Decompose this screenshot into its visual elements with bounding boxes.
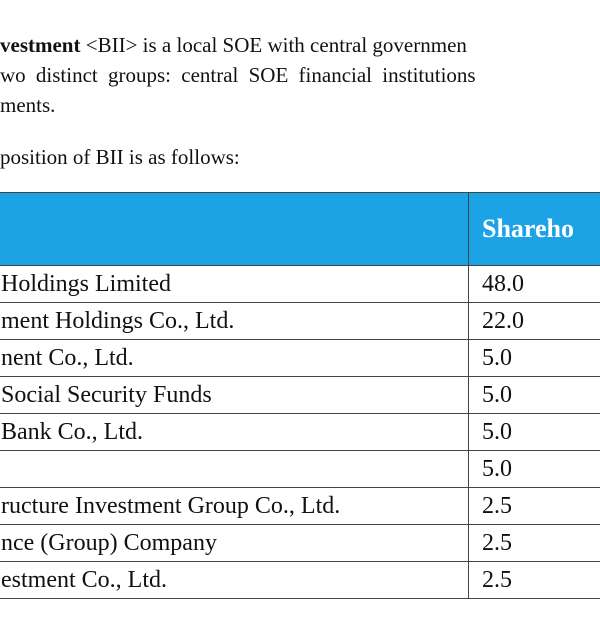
share-cell: 48.0 [468, 265, 600, 303]
table-row: Bank Co., Ltd. 5.0 [0, 413, 600, 451]
share-cell: 22.0 [468, 302, 600, 340]
name-cell [0, 450, 469, 488]
intro-bold: vestment [0, 33, 81, 57]
table-row: nce (Group) Company 2.5 [0, 524, 600, 562]
table-row: 5.0 [0, 450, 600, 488]
lead-text: position of BII is as follows: [0, 145, 240, 169]
shareholder-table: Shareho Holdings Limited 48.0 ment Holding… [0, 192, 600, 599]
table-row: nent Co., Ltd. 5.0 [0, 339, 600, 377]
share-cell: 5.0 [468, 339, 600, 377]
intro-line: vestment <BII> is a local SOE with centr… [0, 33, 467, 57]
intro-text: <BII> is a local SOE with central govern… [85, 33, 467, 57]
table-header: Shareho [0, 192, 600, 266]
share-cell: 2.5 [468, 487, 600, 525]
share-cell: 5.0 [468, 376, 600, 414]
name-cell: ructure Investment Group Co., Ltd. [0, 487, 469, 525]
share-cell: 2.5 [468, 524, 600, 562]
name-cell: nce (Group) Company [0, 524, 469, 562]
table-row: ment Holdings Co., Ltd. 22.0 [0, 302, 600, 340]
name-cell: estment Co., Ltd. [0, 561, 469, 599]
share-cell: 5.0 [468, 450, 600, 488]
header-cell: Shareho [468, 192, 600, 266]
name-cell: Bank Co., Ltd. [0, 413, 469, 451]
table-row: Holdings Limited 48.0 [0, 265, 600, 303]
table-row: estment Co., Ltd. 2.5 [0, 561, 600, 599]
share-cell: 2.5 [468, 561, 600, 599]
table-row: Social Security Funds 5.0 [0, 376, 600, 414]
intro-line: wo distinct groups: central SOE financia… [0, 63, 476, 87]
name-cell: ment Holdings Co., Ltd. [0, 302, 469, 340]
table-row: ructure Investment Group Co., Ltd. 2.5 [0, 487, 600, 525]
name-cell: Social Security Funds [0, 376, 469, 414]
intro-line: ments. [0, 93, 56, 117]
share-cell: 5.0 [468, 413, 600, 451]
name-cell: nent Co., Ltd. [0, 339, 469, 377]
name-cell: Holdings Limited [0, 265, 469, 303]
header-cell [0, 192, 469, 266]
